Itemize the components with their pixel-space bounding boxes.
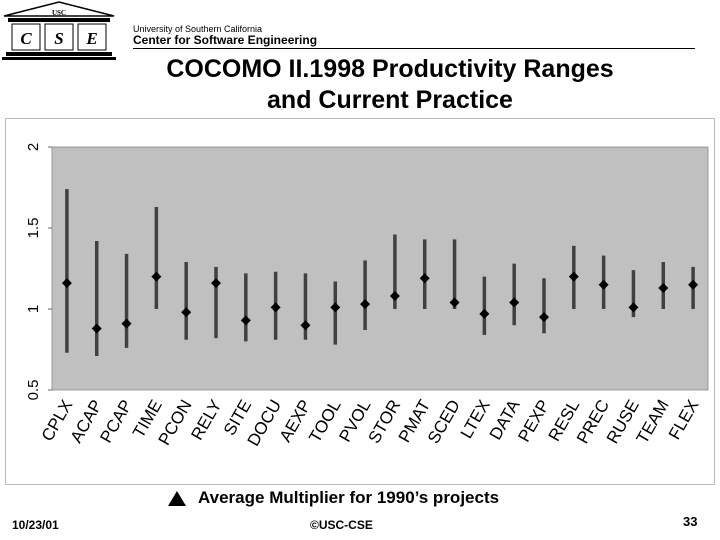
logo-letter-s: S [54,29,63,48]
cse-logo: USC C S E [2,1,116,60]
chart-legend: Average Multiplier for 1990’s projects [168,488,499,508]
average-marker [688,279,699,290]
logo-letter-c: C [20,29,32,48]
svg-text:USC: USC [52,9,66,17]
average-marker [61,278,72,289]
average-marker [568,271,579,282]
average-marker [539,312,549,323]
average-marker [449,297,460,308]
plot-area [51,146,709,391]
y-tick-label: 2 [25,143,42,151]
footer-copyright: ©USC-CSE [310,518,373,532]
triangle-marker-icon [168,490,186,506]
page-number: 33 [683,514,698,529]
average-marker [181,307,192,318]
legend-label: Average Multiplier for 1990’s projects [198,488,500,507]
average-marker [598,279,609,290]
logo-letter-e: E [85,29,97,48]
average-marker [300,320,311,331]
average-marker [121,318,132,329]
center-name: Center for Software Engineering [133,33,318,47]
average-marker [151,271,162,282]
slide-title: COCOMO II.1998 Productivity Ranges and C… [110,54,670,116]
header-divider [133,48,695,49]
average-marker [360,299,371,310]
average-marker [91,323,102,334]
average-marker [509,297,520,308]
title-line-1: COCOMO II.1998 Productivity Ranges [166,55,614,83]
average-marker [658,282,669,293]
average-marker [479,308,490,319]
average-marker [270,302,281,313]
average-marker [389,291,400,302]
title-line-2: and Current Practice [267,86,513,114]
y-tick-label: 1.5 [25,218,42,239]
average-marker [628,302,639,313]
average-marker [419,273,430,284]
productivity-range-chart: 0.511.52CPLXACAPPCAPTIMEPCONRELYSITEDOCU… [5,118,715,485]
average-marker [240,315,251,326]
university-name: University of Southern California [133,24,263,34]
y-tick-label: 0.5 [25,380,42,401]
average-marker [211,278,221,289]
average-marker [330,302,341,313]
y-tick-label: 1 [25,305,42,313]
footer-date: 10/23/01 [12,518,59,532]
